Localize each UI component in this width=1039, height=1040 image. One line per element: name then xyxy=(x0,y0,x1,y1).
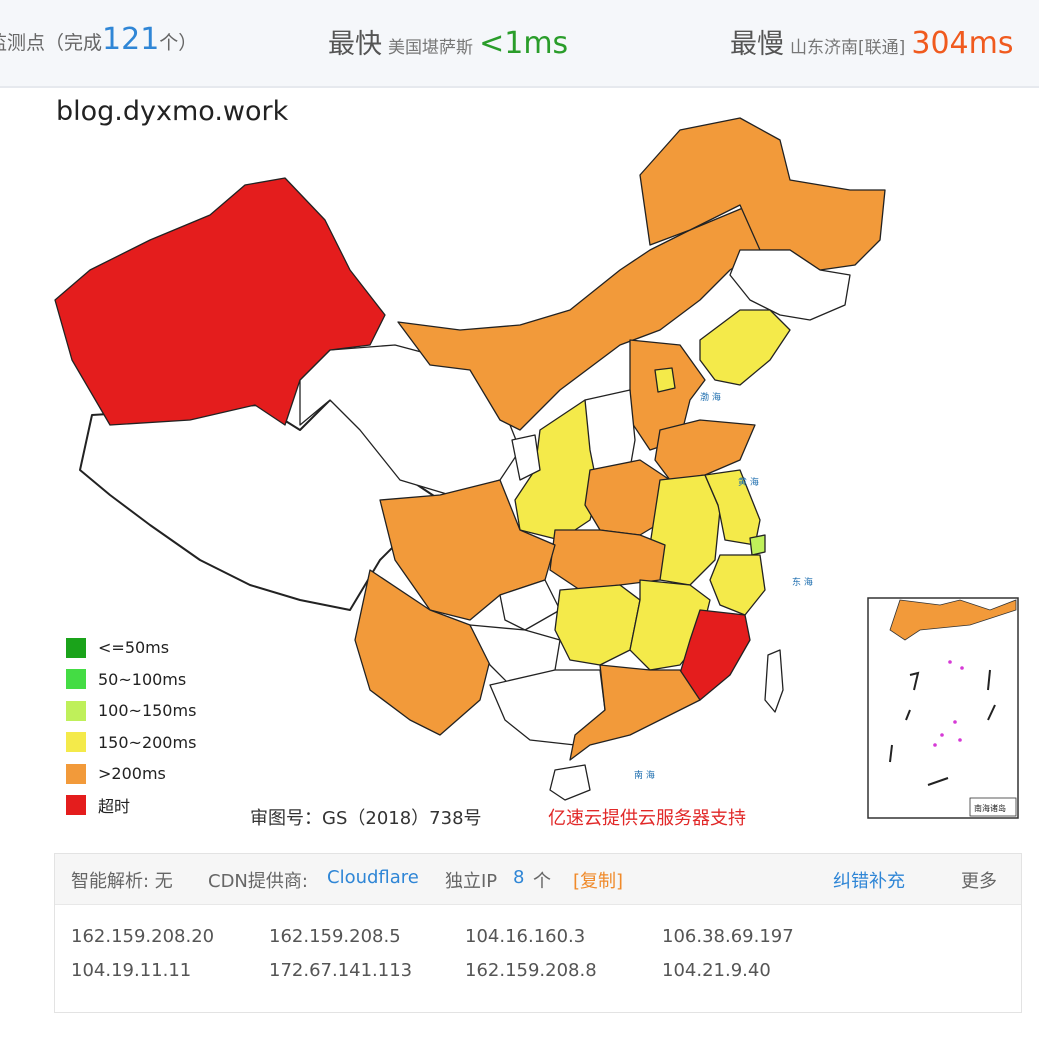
stats-bar: 监测点（完成121个） 最快 美国堪萨斯 <1ms 最慢 山东济南[联通] 30… xyxy=(0,0,1039,88)
region-jilin xyxy=(729,249,851,321)
ip-address: 104.21.9.40 xyxy=(662,960,771,981)
sea-label-south: 南 海 xyxy=(634,769,655,781)
region-inner-mongolia xyxy=(397,204,761,431)
dns-panel-header: 智能解析: 无 CDN提供商: Cloudflare 独立IP 8 个 [复制]… xyxy=(55,854,1021,905)
smart-resolution: 智能解析: 无 xyxy=(71,871,173,892)
legend-label: 50~100ms xyxy=(98,669,187,689)
report-error-link[interactable]: 纠错补充 xyxy=(833,871,905,892)
legend-label: <=50ms xyxy=(98,638,170,658)
legend-label: 超时 xyxy=(98,797,131,817)
sea-label-yellow: 黄 海 xyxy=(738,476,759,488)
dns-panel: 智能解析: 无 CDN提供商: Cloudflare 独立IP 8 个 [复制]… xyxy=(54,853,1022,1013)
monitor-count: 监测点（完成121个） xyxy=(0,22,197,57)
region-chongqing xyxy=(499,579,561,631)
legend-swatch xyxy=(66,732,86,753)
slowest-value: 304ms xyxy=(911,26,1014,61)
legend-item: >200ms xyxy=(66,758,196,790)
south-china-sea-inset: 南海诸岛 xyxy=(867,597,1019,819)
legend-label: 150~200ms xyxy=(98,732,197,752)
region-hainan xyxy=(549,764,591,801)
region-heilongjiang xyxy=(639,117,886,271)
sea-label-east: 东 海 xyxy=(792,576,813,588)
slowest-label: 最慢 xyxy=(730,29,784,60)
legend-label: >200ms xyxy=(98,764,166,784)
legend-item: 100~150ms xyxy=(66,695,196,727)
slowest-place: 山东济南[联通] xyxy=(790,38,906,58)
region-hubei xyxy=(549,529,666,591)
cdn-label: CDN提供商: xyxy=(208,871,308,892)
cdn-provider-link[interactable]: Cloudflare xyxy=(327,867,419,888)
region-guangdong xyxy=(569,664,701,761)
ip-address: 104.16.160.3 xyxy=(465,926,586,947)
legend-swatch xyxy=(66,700,86,721)
region-xinjiang xyxy=(54,177,386,426)
legend-item: 50~100ms xyxy=(66,664,196,696)
slowest-stat: 最慢 山东济南[联通] 304ms xyxy=(730,22,1013,61)
legend-swatch xyxy=(66,763,86,784)
map-domain-title: blog.dyxmo.work xyxy=(56,96,289,127)
count-prefix: 监测点（完成 xyxy=(0,32,103,54)
legend-item: 150~200ms xyxy=(66,727,196,759)
ip-label: 独立IP xyxy=(445,871,498,892)
legend-label: 100~150ms xyxy=(98,701,197,721)
map-approval-number: 审图号：GS（2018）738号 xyxy=(250,808,482,829)
region-taiwan xyxy=(764,649,784,713)
legend-swatch xyxy=(66,795,86,816)
ip-address: 162.159.208.5 xyxy=(269,926,401,947)
sponsor-link[interactable]: 亿速云提供云服务器支持 xyxy=(548,808,746,829)
copy-button[interactable]: [复制] xyxy=(573,871,624,892)
region-beijing xyxy=(654,367,676,393)
ip-address: 106.38.69.197 xyxy=(662,926,794,947)
region-liaoning xyxy=(699,309,791,386)
ip-address: 162.159.208.8 xyxy=(465,960,597,981)
region-shandong xyxy=(654,419,756,481)
fastest-stat: 最快 美国堪萨斯 <1ms xyxy=(328,22,568,61)
legend-item: <=50ms xyxy=(66,632,196,664)
ip-address: 104.19.11.11 xyxy=(71,960,192,981)
legend-swatch xyxy=(66,637,86,658)
region-yunnan xyxy=(354,569,491,736)
region-hunan xyxy=(554,584,641,666)
fastest-place: 美国堪萨斯 xyxy=(388,38,474,58)
region-ningxia xyxy=(511,434,541,481)
fastest-value: <1ms xyxy=(479,26,569,61)
ip-address: 172.67.141.113 xyxy=(269,960,413,981)
more-link[interactable]: 更多 xyxy=(961,871,997,892)
count-suffix: 个） xyxy=(159,32,198,54)
ip-address: 162.159.208.20 xyxy=(71,926,215,947)
ip-unit: 个 xyxy=(533,871,551,892)
fastest-label: 最快 xyxy=(328,29,382,60)
ip-count: 8 xyxy=(513,867,525,888)
sea-label-bohai: 渤 海 xyxy=(700,391,721,403)
region-shanghai xyxy=(749,534,766,556)
map-legend: <=50ms 50~100ms 100~150ms 150~200ms >200ms 超时 xyxy=(66,632,196,821)
legend-item: 超时 xyxy=(66,790,196,822)
region-zhejiang xyxy=(709,554,766,616)
region-fujian xyxy=(677,609,751,701)
legend-swatch xyxy=(66,669,86,690)
region-tibet xyxy=(79,399,441,611)
inset-title: 南海诸岛 xyxy=(974,803,1006,813)
china-latency-map: 渤 海 黄 海 东 海 南 海 南海诸岛 xyxy=(54,117,1019,819)
count-value: 121 xyxy=(102,22,160,57)
